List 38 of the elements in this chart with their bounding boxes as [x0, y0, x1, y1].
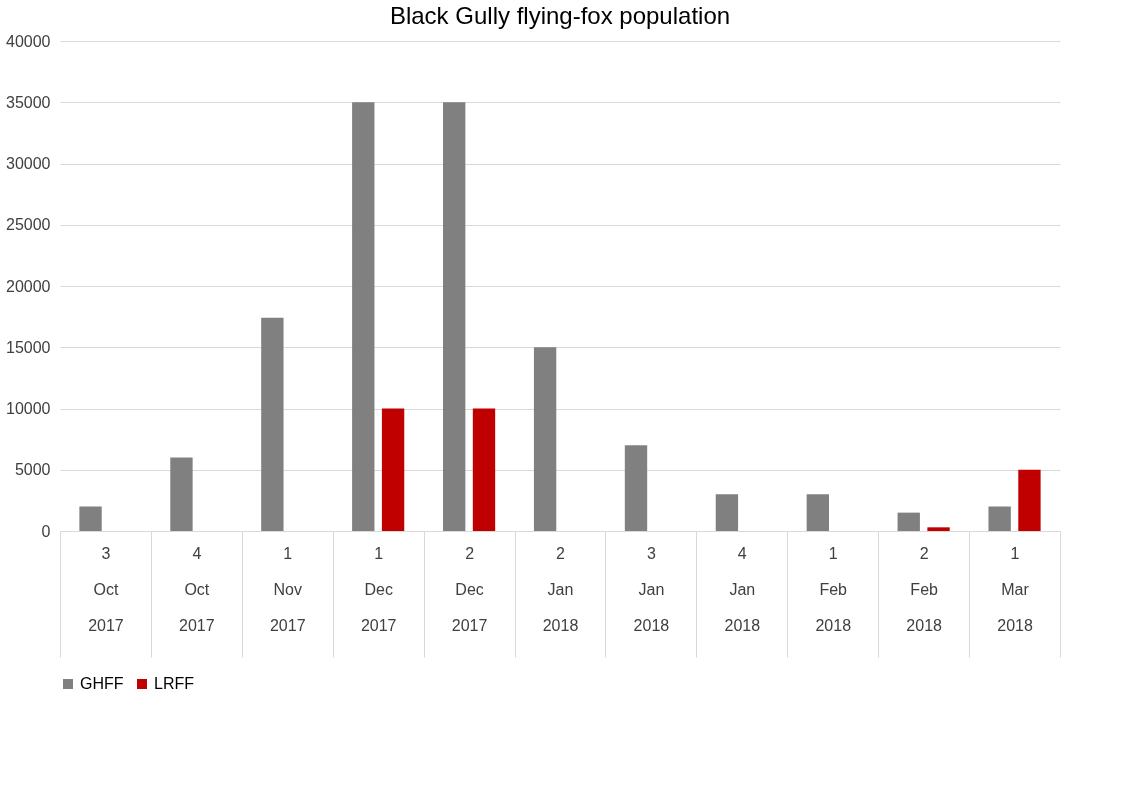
bar: [261, 317, 284, 531]
legend-label: LRFF: [154, 675, 195, 692]
legend-label: GHFF: [80, 675, 124, 692]
y-tick-label: 5000: [14, 461, 51, 479]
x-tick-label: 3 Oct 2017: [88, 544, 124, 634]
x-tick-label: 1 Feb 2018: [815, 544, 852, 634]
bar: [806, 494, 829, 531]
x-tick-label: 3 Jan 2018: [633, 544, 670, 634]
bar: [170, 457, 193, 531]
bar: [715, 494, 739, 531]
bar: [472, 408, 496, 531]
chart-title: Black Gully flying-fox population: [389, 2, 731, 29]
y-tick-label: 15000: [6, 338, 51, 356]
y-tick-label: 20000: [6, 277, 51, 295]
y-tick-label: 10000: [6, 400, 51, 417]
x-tick-label: 2 Jan 2018: [542, 544, 579, 634]
bar: [533, 347, 557, 531]
x-tick-label: 1 Nov 2017: [269, 544, 306, 634]
x-tick-label: 2 Dec 2017: [451, 544, 488, 634]
bar: [897, 512, 920, 531]
bar: [1018, 469, 1041, 531]
bar: [927, 527, 950, 531]
bar: [79, 506, 102, 531]
y-tick-label: 40000: [6, 32, 51, 50]
bar: [381, 408, 405, 531]
bar: [988, 506, 1011, 531]
bar: [352, 102, 375, 531]
bar: [624, 445, 648, 531]
y-tick-label: 35000: [6, 93, 51, 111]
y-tick-label: 0: [41, 522, 51, 540]
y-tick-label: 25000: [6, 216, 51, 234]
y-tick-label: 30000: [6, 155, 51, 172]
bar: [443, 102, 466, 531]
x-tick-label: 1 Mar 2018: [997, 544, 1033, 634]
x-tick-label: 4 Oct 2017: [179, 544, 215, 634]
x-tick-label: 4 Jan 2018: [724, 544, 761, 634]
x-tick-label: 1 Dec 2017: [360, 544, 397, 634]
x-tick-label: 2 Feb 2018: [906, 544, 943, 634]
